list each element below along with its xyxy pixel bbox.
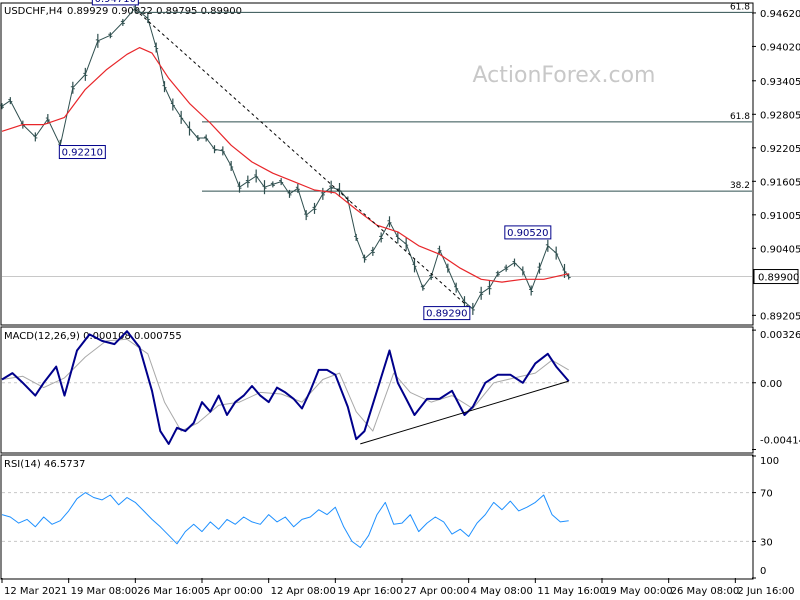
price-annotation-label: 0.89290 [426,309,467,320]
x-tick-label: 12 Mar 2021 [4,586,67,597]
moving-average-line [1,46,569,283]
rsi-y-tick-label: 70 [760,489,773,500]
price-y-tick-label: 0.91605 [760,177,800,188]
price-annotation-label: 0.90520 [507,228,548,239]
x-tick-label: 19 Mar 08:00 [71,586,138,597]
price-y-tick-label: 0.90405 [760,244,800,255]
rsi-y-tick-label: 0 [760,566,766,577]
price-y-tick-label: 0.94620 [760,9,800,20]
x-tick-label: 27 Apr 00:00 [404,586,469,597]
macd-y-tick-label: 0.003268 [760,330,800,341]
x-tick-label: 2 Jun 16:00 [737,586,794,597]
x-tick-label: 26 May 08:00 [671,586,740,597]
rsi-line [1,492,569,548]
price-panel [0,2,754,326]
x-tick-label: 19 May 00:00 [604,586,673,597]
macd-y-tick-label: 0.00 [760,379,782,390]
price-ohlc: 0.89929 0.90022 0.89795 0.89900 [67,6,242,17]
price-y-tick-label: 0.89205 [760,311,800,322]
macd-panel [0,326,754,454]
x-tick-label: 12 Apr 08:00 [271,586,336,597]
macd-trendline [360,380,569,445]
price-annotation-label: 0.92210 [62,148,103,159]
price-annotation-label: 0.94710 [95,0,136,5]
fib-level-label: 61.8 [730,112,750,122]
price-title: USDCHF,H4 [4,6,63,17]
current-price-box [753,269,799,285]
x-tick-label: 4 May 08:00 [471,586,533,597]
price-y-tick-label: 0.92205 [760,144,800,155]
rsi-title: RSI(14) 46.5737 [4,459,85,470]
price-annotation-box [58,145,106,160]
x-tick-label: 11 May 16:00 [537,586,606,597]
price-annotation-box [423,306,471,321]
fib-level-label: 61.8 [730,2,750,12]
price-y-tick-label: 0.91005 [760,211,800,222]
price-y-tick-label: 0.92805 [760,110,800,121]
price-y-tick-label: 0.94020 [760,42,800,53]
fib-level-label: 38.2 [730,181,750,191]
rsi-panel [0,454,754,580]
price-trendline [134,9,470,308]
x-tick-label: 26 Mar 16:00 [137,586,204,597]
x-tick-label: 5 Apr 00:00 [204,586,263,597]
watermark: ActionForex.com [473,63,656,88]
price-y-tick-current: 0.89900 [758,273,799,284]
x-tick-label: 19 Apr 16:00 [337,586,402,597]
price-annotation-box [504,225,552,240]
macd-line [1,330,570,445]
price-y-tick-label: 0.93405 [760,77,800,88]
macd-y-tick-label: -0.004144 [760,435,800,446]
price-line [1,7,570,310]
price-annotation-box [91,0,139,6]
rsi-y-tick-label: 100 [760,456,779,467]
rsi-y-tick-label: 30 [760,537,773,548]
